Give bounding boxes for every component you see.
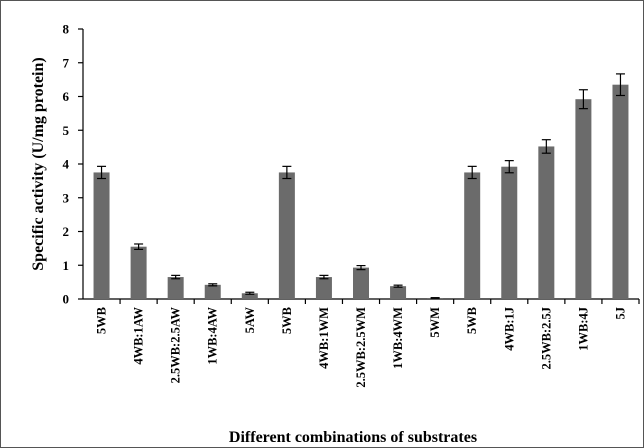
x-tick-label: 5J: [613, 307, 627, 320]
bar: [575, 99, 592, 299]
y-axis-title: Specific activity (U/mg protein): [30, 57, 47, 270]
error-bar: [615, 73, 625, 97]
error-bar: [578, 89, 588, 110]
bar: [538, 146, 555, 299]
error-bar: [245, 291, 255, 295]
axes: [82, 29, 639, 300]
error-bar: [467, 165, 477, 180]
y-tick-label: 0: [63, 292, 70, 307]
x-tick-label: 5AW: [243, 307, 257, 334]
error-bar: [393, 284, 403, 288]
bar: [204, 284, 221, 299]
y-tick-label: 2: [63, 224, 70, 239]
bar: [353, 267, 369, 299]
y-tick-label: 7: [63, 55, 70, 70]
error-bar: [504, 160, 514, 174]
bar: [390, 286, 407, 299]
bar: [501, 166, 518, 299]
bar: [278, 172, 295, 299]
y-tick-label: 5: [63, 123, 70, 138]
bar: [612, 84, 629, 299]
x-tick-label: 5WB: [95, 307, 109, 334]
bar: [93, 172, 110, 299]
error-bar: [171, 274, 181, 280]
x-axis-title: Different combinations of substrates: [229, 429, 477, 446]
bar: [241, 293, 258, 299]
error-bar: [430, 297, 440, 299]
x-tick-label: 5WM: [428, 307, 442, 338]
x-tick-label: 2.5WB:2.5AW: [169, 307, 183, 384]
x-tick-labels: 5WB 4WB:1AW 2.5WB:2.5AW 1WB:4AW 5AW 5WB 4WB:1W…: [95, 299, 640, 388]
error-bar: [97, 165, 107, 180]
bar: [464, 172, 481, 299]
y-tick-label: 4: [63, 157, 70, 172]
x-tick-label: 1WB:4WM: [391, 307, 405, 369]
error-bar: [356, 264, 366, 271]
y-ticks: 0 1 2 3 4 5 6 7 8: [63, 22, 83, 307]
y-tick-label: 8: [63, 22, 70, 37]
error-bar: [282, 165, 292, 180]
y-tick-label: 6: [63, 89, 70, 104]
bar: [315, 277, 332, 299]
x-tick-label: 2.5WB:2.5WM: [354, 307, 368, 388]
bar: [167, 277, 184, 299]
error-bar: [541, 139, 551, 154]
x-tick-label: 4WB:1J: [502, 307, 516, 351]
error-bar: [208, 283, 218, 287]
x-tick-label: 5WB: [465, 307, 479, 334]
bar: [130, 246, 147, 299]
x-tick-label: 4WB:1AW: [132, 307, 146, 365]
x-tick-label: 1WB:4J: [576, 307, 590, 351]
x-tick-label: 2.5WB:2.5J: [539, 307, 553, 370]
error-bar: [134, 243, 144, 250]
y-tick-label: 3: [63, 190, 70, 205]
x-tick-label: 4WB:1WM: [317, 307, 331, 369]
bars: [93, 73, 629, 299]
error-bar: [319, 274, 329, 280]
y-tick-label: 1: [63, 258, 70, 273]
x-tick-label: 1WB:4AW: [206, 307, 220, 365]
x-tick-label: 5WB: [280, 307, 294, 334]
